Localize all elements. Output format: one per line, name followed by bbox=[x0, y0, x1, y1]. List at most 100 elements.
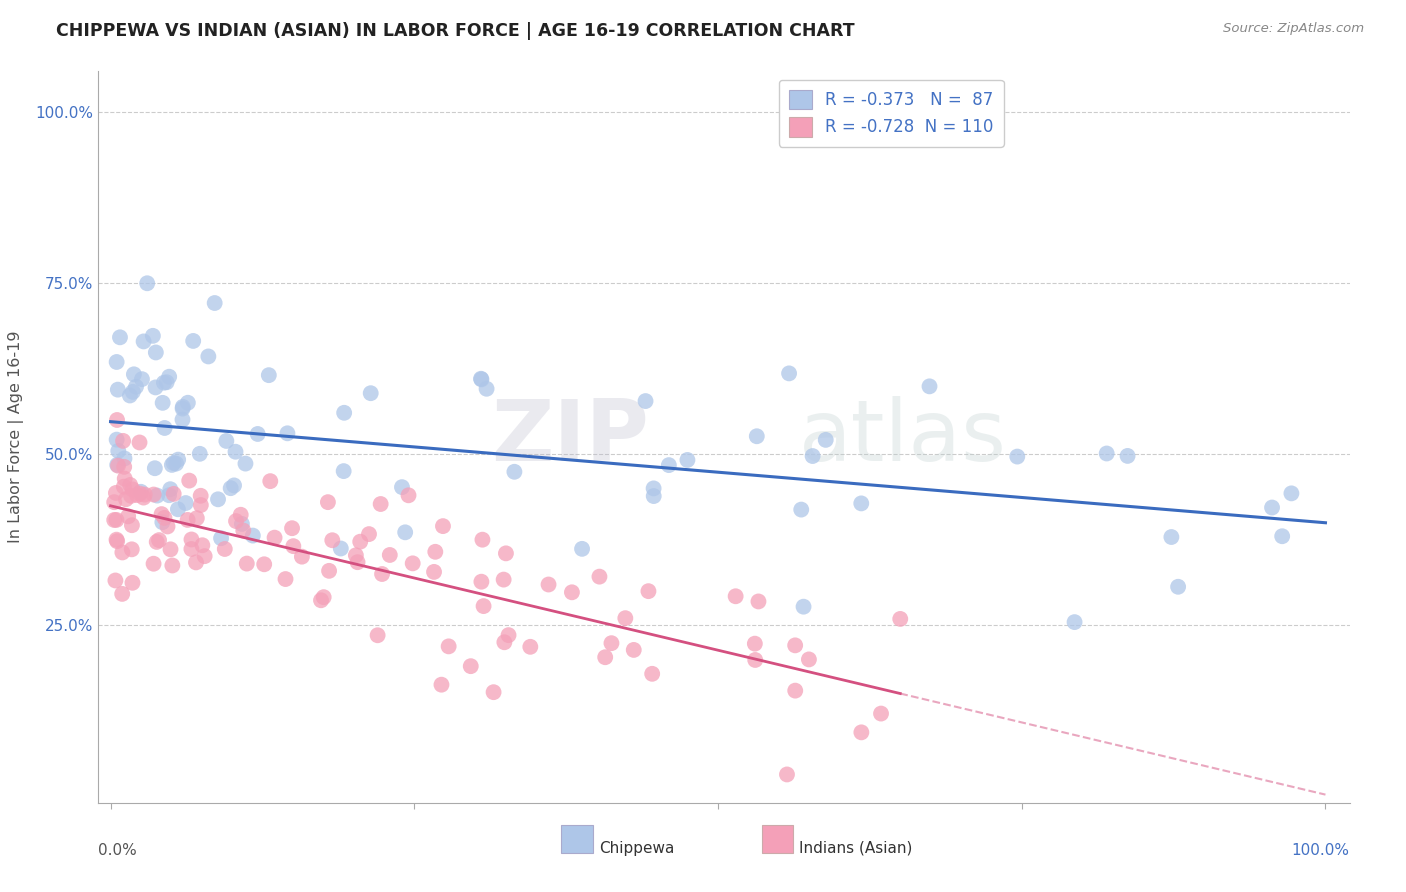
Point bbox=[224, 444, 246, 458]
Point bbox=[191, 538, 214, 552]
Text: Indians (Asian): Indians (Asian) bbox=[799, 841, 912, 855]
Point bbox=[177, 396, 200, 410]
Point bbox=[291, 549, 314, 564]
Point bbox=[174, 496, 197, 510]
Point bbox=[425, 545, 447, 559]
Point bbox=[120, 489, 142, 503]
Point bbox=[136, 277, 159, 291]
Point bbox=[482, 685, 505, 699]
Point bbox=[131, 372, 153, 386]
Text: ZIP: ZIP bbox=[491, 395, 650, 479]
Point bbox=[349, 534, 371, 549]
Point bbox=[157, 488, 180, 502]
Point bbox=[229, 508, 252, 522]
Point bbox=[105, 534, 128, 549]
Point bbox=[614, 611, 637, 625]
Point bbox=[561, 585, 583, 599]
Point bbox=[744, 637, 766, 651]
Point bbox=[190, 489, 212, 503]
Point bbox=[104, 574, 127, 588]
Point bbox=[107, 443, 129, 458]
Point bbox=[263, 531, 285, 545]
Point bbox=[105, 458, 128, 472]
Point bbox=[814, 433, 837, 447]
Legend: R = -0.373   N =  87, R = -0.728  N = 110: R = -0.373 N = 87, R = -0.728 N = 110 bbox=[779, 79, 1004, 146]
Point bbox=[162, 456, 184, 470]
Point bbox=[460, 659, 482, 673]
Point bbox=[236, 557, 259, 571]
Point bbox=[437, 640, 460, 654]
Point bbox=[643, 482, 665, 496]
Point bbox=[114, 472, 136, 486]
Point bbox=[186, 511, 208, 525]
Point bbox=[430, 678, 453, 692]
Point bbox=[346, 555, 368, 569]
Point bbox=[153, 376, 176, 390]
Point bbox=[593, 650, 616, 665]
Point bbox=[215, 434, 238, 448]
Point bbox=[283, 539, 305, 553]
Point bbox=[180, 533, 202, 547]
Point bbox=[1271, 529, 1294, 543]
Point bbox=[120, 478, 142, 492]
Point bbox=[637, 584, 659, 599]
Point bbox=[785, 638, 807, 652]
Point bbox=[219, 481, 242, 495]
Point bbox=[472, 599, 495, 613]
Point bbox=[274, 572, 297, 586]
Point bbox=[471, 533, 494, 547]
Point bbox=[537, 577, 560, 591]
Point bbox=[423, 565, 446, 579]
FancyBboxPatch shape bbox=[762, 825, 793, 853]
Text: 0.0%: 0.0% bbox=[98, 843, 138, 858]
Point bbox=[498, 628, 520, 642]
Text: Source: ZipAtlas.com: Source: ZipAtlas.com bbox=[1223, 22, 1364, 36]
Point bbox=[121, 575, 143, 590]
Point bbox=[571, 541, 593, 556]
Point bbox=[801, 449, 824, 463]
Point bbox=[371, 567, 394, 582]
Point bbox=[231, 516, 253, 531]
Point bbox=[793, 599, 815, 614]
Point bbox=[162, 558, 184, 573]
Point bbox=[391, 480, 413, 494]
Point bbox=[157, 369, 180, 384]
Point bbox=[111, 545, 134, 559]
Point bbox=[128, 435, 150, 450]
Point bbox=[918, 379, 941, 393]
Point bbox=[329, 541, 352, 556]
Point bbox=[121, 483, 143, 497]
Point bbox=[643, 489, 665, 503]
Point bbox=[153, 421, 176, 435]
Point bbox=[146, 489, 169, 503]
Point bbox=[179, 474, 201, 488]
Point bbox=[232, 524, 254, 538]
Point bbox=[402, 557, 425, 571]
Point bbox=[332, 464, 354, 478]
Point bbox=[159, 542, 181, 557]
Point bbox=[118, 388, 141, 402]
Point bbox=[181, 334, 204, 348]
Point bbox=[167, 502, 190, 516]
Point bbox=[117, 509, 139, 524]
Point bbox=[1160, 530, 1182, 544]
Point bbox=[357, 527, 380, 541]
Point bbox=[432, 519, 454, 533]
Point bbox=[104, 486, 127, 500]
Point bbox=[398, 488, 420, 502]
Point bbox=[785, 683, 807, 698]
Point bbox=[253, 558, 276, 572]
Point bbox=[153, 511, 176, 525]
Point bbox=[125, 488, 148, 502]
Point bbox=[588, 569, 610, 583]
Point bbox=[159, 482, 181, 496]
Point bbox=[470, 574, 492, 589]
Point bbox=[165, 457, 187, 471]
Point bbox=[122, 368, 145, 382]
Point bbox=[470, 372, 492, 386]
Point bbox=[163, 487, 186, 501]
Y-axis label: In Labor Force | Age 16-19: In Labor Force | Age 16-19 bbox=[8, 331, 24, 543]
Point bbox=[281, 521, 304, 535]
Point bbox=[676, 453, 699, 467]
Text: 100.0%: 100.0% bbox=[1292, 843, 1350, 858]
